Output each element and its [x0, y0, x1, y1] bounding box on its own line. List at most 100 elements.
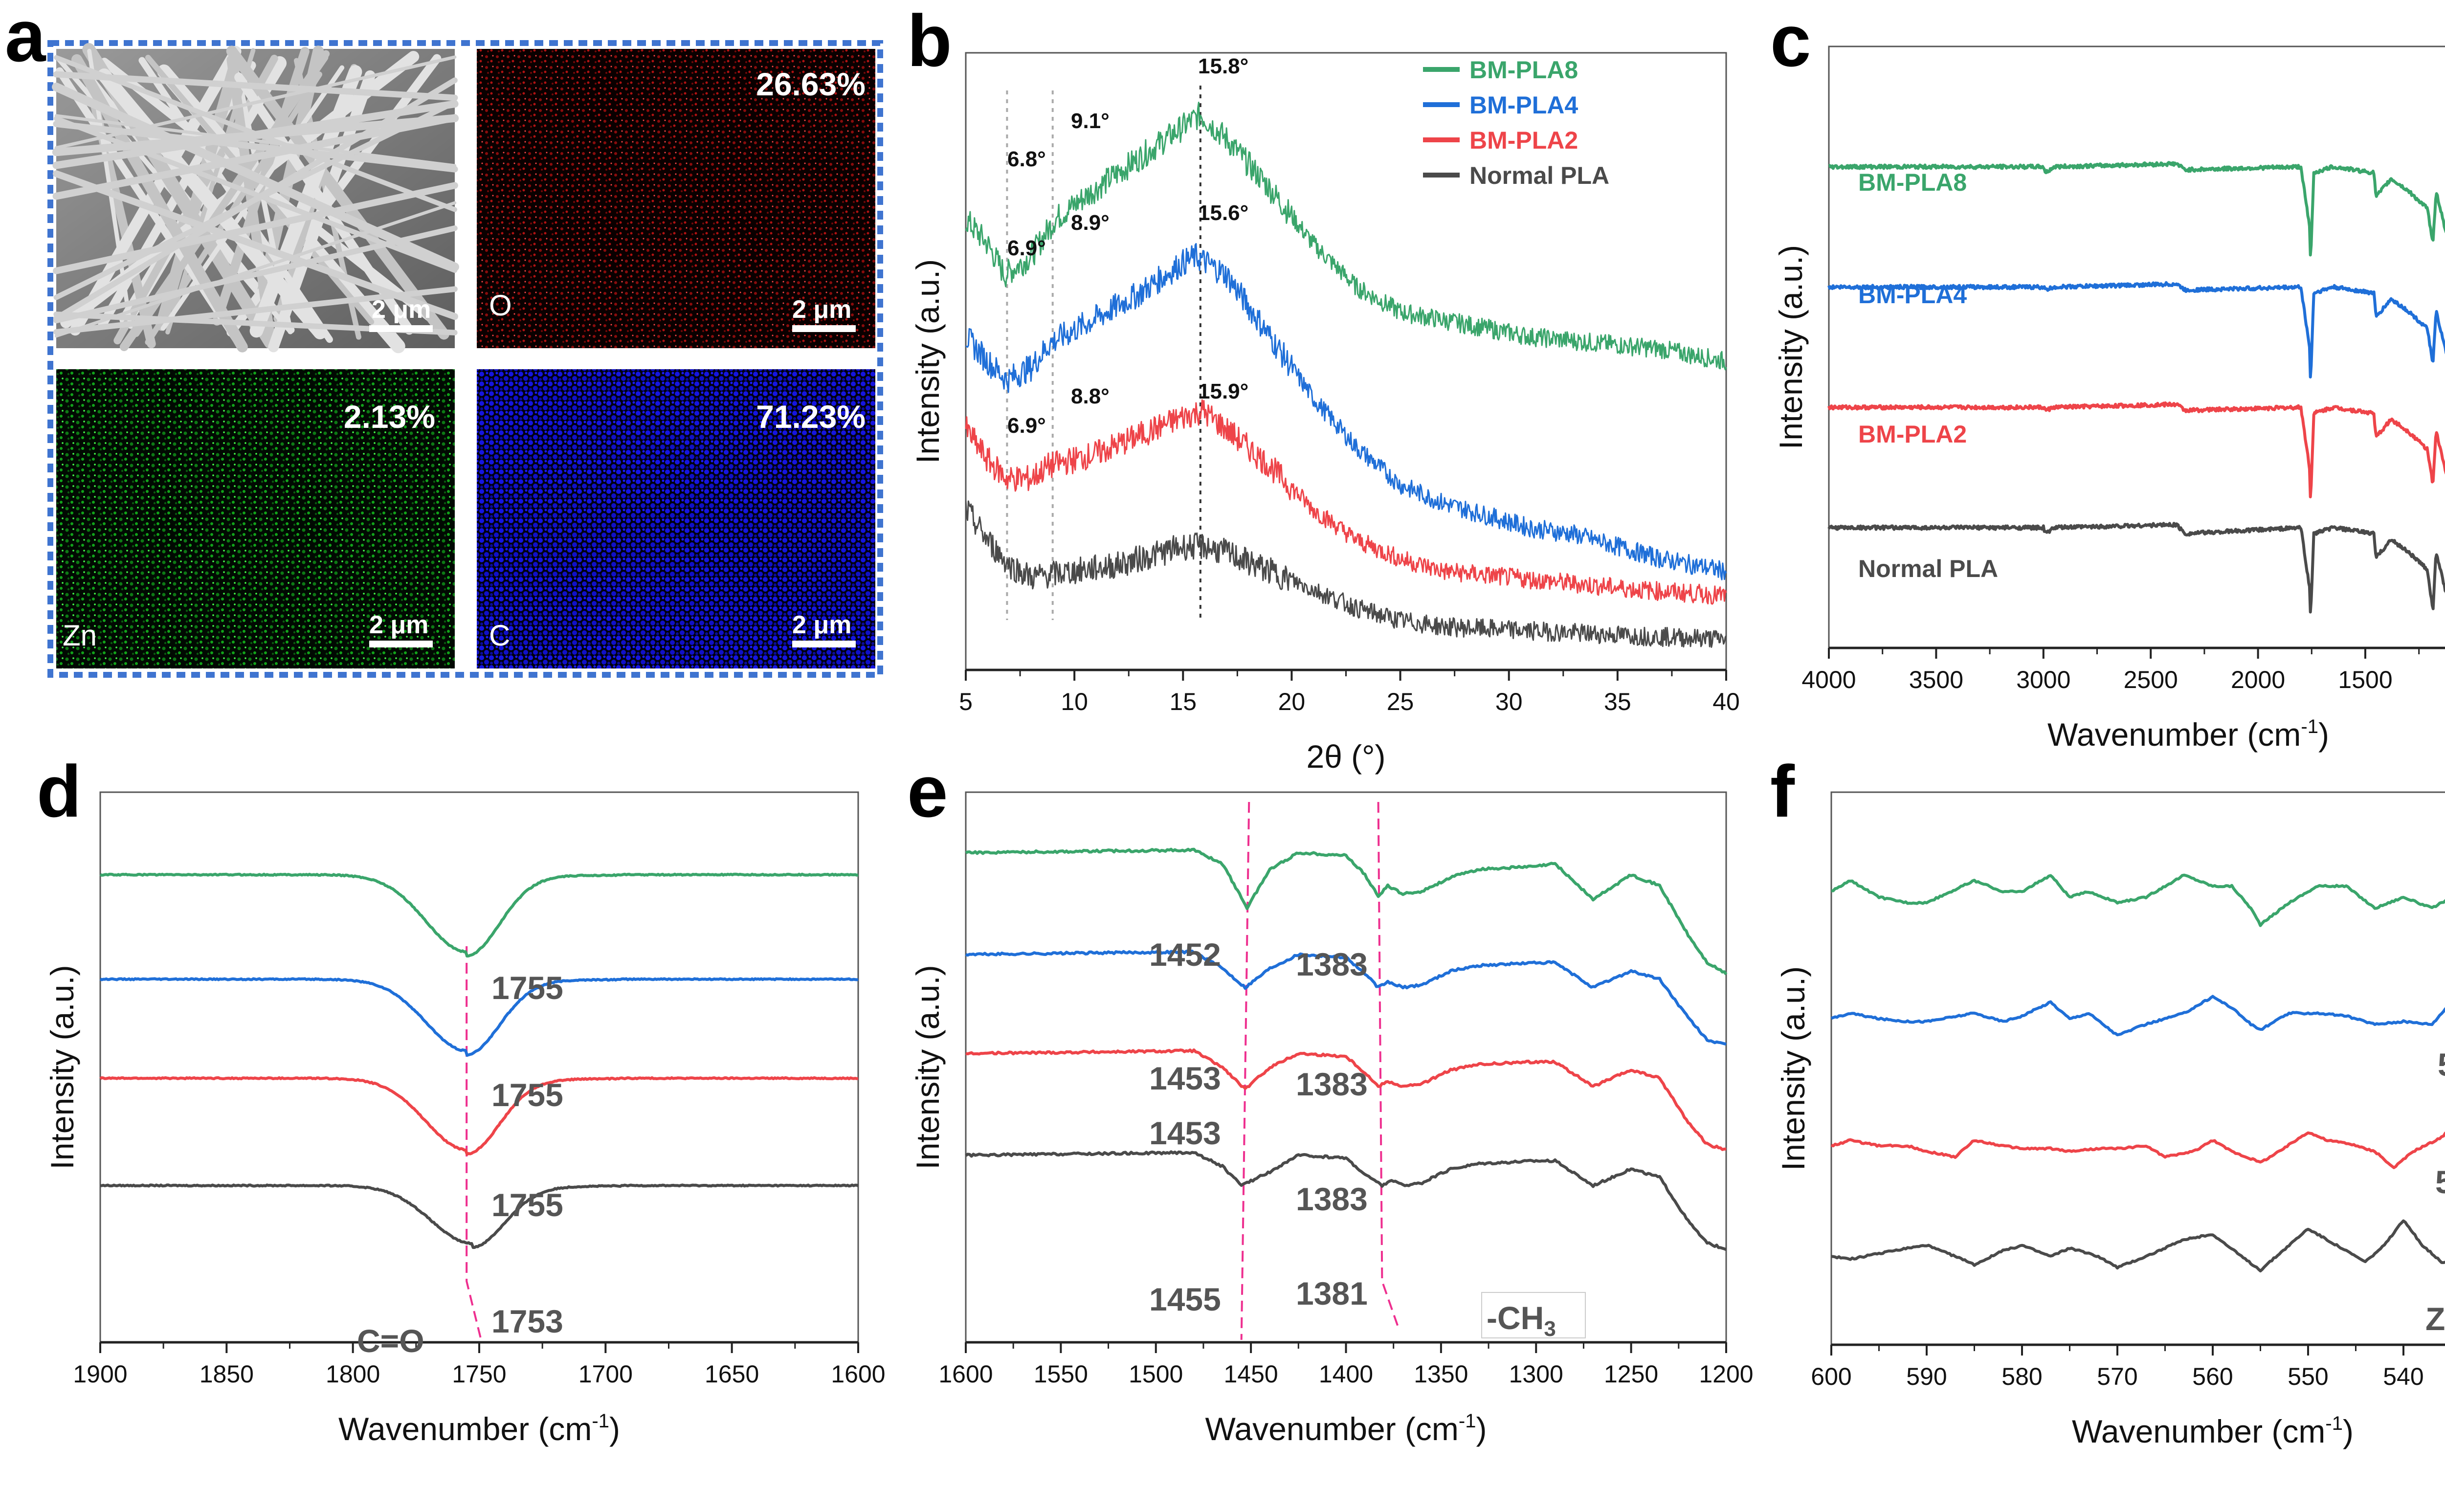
x-tick-label: 10 — [1061, 688, 1088, 715]
x-tick-label: 4000 — [1801, 666, 1856, 693]
band-label: C=O — [357, 1323, 424, 1359]
scale-bar-label: 2 μm — [792, 295, 851, 324]
x-tick-label: 1600 — [938, 1360, 993, 1388]
peak-annotation: 6.8° — [1007, 147, 1046, 171]
band-label: -CH3 — [1487, 1300, 1556, 1341]
eds-carbon-element: C — [489, 619, 510, 652]
peak-annotation: 15.9° — [1198, 379, 1248, 403]
panel-label-d: d — [37, 750, 82, 832]
xrd-series-bm-pla2 — [965, 399, 1727, 605]
eds-zinc-image — [56, 369, 455, 668]
x-tick-label: 1450 — [1224, 1360, 1278, 1388]
scale-bar-label: 2 μm — [369, 611, 428, 639]
x-tick-label: 1500 — [1129, 1360, 1183, 1388]
scale-bar — [792, 641, 856, 647]
ftir-series-normal-pla — [1827, 522, 2445, 614]
ftir-ch3-series-normal-pla — [965, 1150, 1727, 1251]
eds-map-carbon: 71.23% C 2 μm — [477, 369, 875, 668]
eds-carbon-percent: 71.23% — [756, 399, 866, 435]
panel-f-ftir-zno-chart: f600590580570560550540530520Wavenumber (… — [1770, 750, 2445, 1449]
sem-fiber — [52, 82, 459, 271]
peak-label: 1755 — [491, 970, 563, 1006]
sem-fiber — [53, 225, 458, 324]
peak-label: 528 — [2438, 1046, 2445, 1083]
peak-annotation: 6.9° — [1007, 414, 1046, 438]
peak-label: 1453 — [1149, 1060, 1221, 1096]
peak-annotation: 8.8° — [1071, 384, 1110, 408]
scale-bar — [369, 325, 433, 332]
sem-fiber — [52, 114, 459, 200]
sem-fiber — [97, 68, 327, 339]
sem-fiber — [53, 182, 458, 274]
ftir-co-series-normal-pla — [100, 1183, 859, 1249]
sem-fiber — [52, 114, 459, 156]
x-tick-label: 1500 — [2338, 666, 2392, 693]
ftir-series-bm-pla2 — [1827, 401, 2445, 499]
ftir-ch3-series-bm-pla4 — [965, 949, 1727, 1046]
eds-zinc-percent: 2.13% — [344, 399, 435, 435]
peak-label: 1453 — [1149, 1115, 1221, 1151]
x-axis-label: Wavenumber (cm-1) — [2072, 1413, 2354, 1449]
peak-label: 1383 — [1296, 1181, 1368, 1217]
panel-e-ftir-ch3-chart: e 1600 1550 1500 1450 1400 1350 1300 1250 1200 Wav… — [907, 750, 1754, 1447]
peak-annotation: 8.9° — [1071, 211, 1110, 235]
x-tick-label: 1900 — [73, 1360, 127, 1388]
peak-label: 1755 — [491, 1077, 563, 1113]
x-tick-label: 2000 — [2231, 666, 2285, 693]
x-tick-label: 5 — [959, 688, 973, 715]
x-tick-label: 1350 — [1414, 1360, 1468, 1388]
y-axis-label: Intensity (a.u.) — [44, 965, 80, 1169]
x-tick-label: 20 — [1278, 688, 1306, 715]
x-tick-label: 1550 — [1034, 1360, 1088, 1388]
series-label: BM-PLA8 — [1858, 169, 1967, 196]
scale-bar — [792, 325, 856, 332]
panel-label-a: a — [5, 0, 46, 77]
y-axis-label: Intensity (a.u.) — [1773, 245, 1809, 449]
legend-label: BM-PLA4 — [1469, 91, 1578, 119]
sem-fiber — [53, 286, 458, 335]
peak-label: 1452 — [1149, 936, 1221, 973]
x-tick-label: 30 — [1495, 688, 1523, 715]
guide-line — [1240, 801, 1250, 1340]
x-tick-label: 2500 — [2124, 666, 2178, 693]
x-axis-label: Wavenumber (cm-1) — [338, 1410, 620, 1447]
legend-label: BM-PLA8 — [1469, 56, 1578, 84]
ftir-zno-series-bm-pla4 — [1830, 995, 2445, 1037]
eds-oxygen-percent: 26.63% — [756, 66, 866, 102]
eds-dashed-border — [47, 40, 883, 678]
peak-label: 1383 — [1296, 1066, 1368, 1102]
ftir-zno-series-normal-pla — [1831, 1219, 2445, 1273]
xrd-series-bm-pla4 — [965, 243, 1727, 580]
x-axis-label: 2θ (°) — [1306, 738, 1385, 775]
x-tick-label: 1850 — [200, 1360, 254, 1388]
band-label-box — [1481, 1292, 1586, 1338]
xrd-series-bm-pla8 — [965, 101, 1727, 371]
panel-d-ftir-co-chart: d 1900 1850 1800 1750 1700 1650 1600 Wavenumber … — [37, 750, 886, 1447]
x-tick-label: 1200 — [1699, 1360, 1753, 1388]
legend: BM-PLA8 BM-PLA4 BM-PLA2 Normal PLA — [1423, 56, 1609, 189]
x-tick-label: 1700 — [578, 1360, 633, 1388]
y-axis-label: Intensity (a.u.) — [1775, 966, 1811, 1171]
scale-bar — [369, 641, 433, 647]
x-tick-label: 1650 — [705, 1360, 759, 1388]
x-tick-label: 1250 — [1604, 1360, 1658, 1388]
x-tick-label: 35 — [1604, 688, 1631, 715]
sem-fiber — [54, 201, 457, 338]
x-tick-label: 560 — [2192, 1363, 2233, 1390]
peak-annotation: 15.8° — [1198, 54, 1248, 78]
series-label: BM-PLA2 — [1858, 421, 1967, 448]
x-tick-label: 540 — [2383, 1363, 2423, 1390]
sem-image-tile: 2 μm — [52, 43, 459, 354]
peak-label: 1755 — [491, 1187, 563, 1223]
eds-oxygen-image — [477, 49, 875, 348]
peak-label: 1455 — [1149, 1281, 1221, 1317]
x-tick-label: 580 — [2001, 1363, 2042, 1390]
guide-line — [466, 946, 482, 1338]
eds-map-oxygen: 26.63% O 2 μm — [477, 49, 875, 348]
legend-label: Normal PLA — [1469, 162, 1609, 189]
panel-label-f: f — [1770, 750, 1795, 832]
peak-label: 1753 — [491, 1303, 563, 1339]
x-tick-label: 590 — [1906, 1363, 1947, 1390]
ftir-zno-series-bm-pla8 — [1831, 873, 2445, 927]
x-tick-label: 25 — [1387, 688, 1414, 715]
